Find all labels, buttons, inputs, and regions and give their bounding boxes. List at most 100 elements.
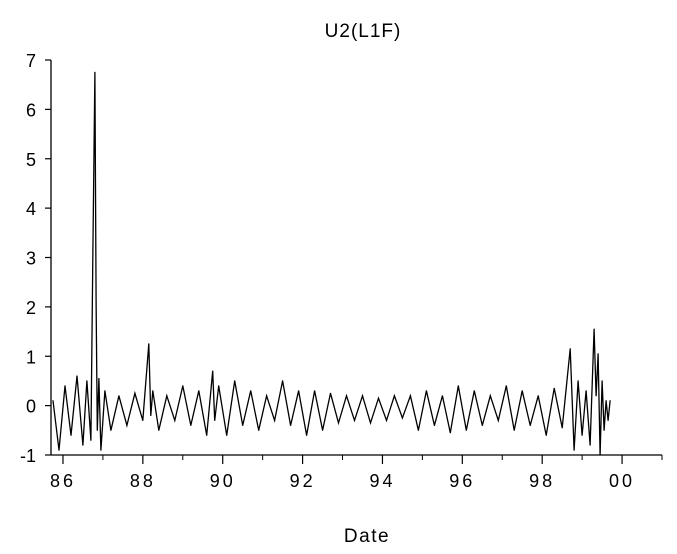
data-point [214, 419, 216, 421]
data-point [497, 419, 499, 421]
x-tick-label: 88 [130, 471, 156, 491]
data-point [595, 395, 597, 397]
data-point [601, 380, 603, 382]
data-point [561, 427, 563, 429]
data-point [409, 395, 411, 397]
data-point [369, 422, 372, 424]
data-point [609, 400, 611, 402]
data-point [401, 417, 403, 419]
data-point [134, 392, 136, 394]
y-ticks: -1 0 1 2 3 4 5 6 7 [20, 51, 51, 466]
data-point [521, 390, 523, 392]
data-point [589, 444, 591, 446]
data-point [298, 390, 300, 392]
data-point [545, 434, 547, 436]
data-point [96, 429, 98, 431]
data-point [118, 395, 120, 397]
data-point [603, 429, 605, 431]
data-point [573, 449, 575, 451]
data-point [377, 397, 380, 399]
data-point [212, 370, 214, 372]
data-point [198, 390, 200, 392]
data-point [607, 419, 609, 421]
y-tick-label: 0 [26, 397, 36, 417]
chart-title: U2(L1F) [325, 21, 402, 42]
data-point [150, 414, 152, 417]
data-point [182, 385, 184, 387]
data-point [433, 424, 435, 426]
data-point [166, 395, 168, 397]
data-point [70, 434, 72, 436]
data-point [465, 429, 467, 431]
data-point [104, 390, 106, 392]
data-point [94, 71, 96, 73]
y-tick-label: 5 [26, 150, 36, 170]
data-point [64, 385, 66, 387]
x-axis-label: Date [344, 526, 390, 547]
data-point [322, 429, 324, 431]
data-point [361, 395, 364, 397]
data-point [585, 390, 587, 392]
data-point [58, 449, 60, 451]
data-point [142, 419, 144, 421]
x-tick-label: 86 [50, 471, 76, 491]
x-ticks: 86 88 90 92 94 96 98 00 [50, 455, 663, 491]
data-point [218, 385, 220, 387]
data-point [417, 429, 419, 431]
data-point [314, 390, 316, 392]
data-point [290, 424, 292, 426]
y-tick-label: 3 [26, 249, 36, 269]
data-point [457, 385, 459, 387]
data-point [98, 377, 100, 380]
data-point [110, 429, 112, 431]
data-point [174, 419, 176, 421]
y-tick-label: 2 [26, 298, 36, 318]
data-point [82, 444, 84, 446]
data-point [337, 422, 340, 424]
data-point [282, 380, 284, 382]
data-point [593, 328, 595, 330]
data-point [100, 449, 102, 451]
data-point [95, 301, 97, 303]
data-point [190, 424, 192, 426]
x-tick-label: 98 [529, 471, 555, 491]
data-point [577, 380, 579, 382]
y-tick-label: 6 [26, 100, 36, 120]
plot-area [52, 71, 611, 456]
data-point [605, 400, 607, 402]
data-point [489, 395, 491, 397]
data-point [329, 392, 332, 394]
data-point [126, 424, 128, 426]
data-point [250, 390, 252, 392]
data-point [274, 419, 276, 421]
data-point [529, 424, 531, 426]
x-tick-label: 96 [449, 471, 475, 491]
data-point [385, 419, 388, 421]
data-point [266, 395, 268, 397]
data-point [449, 432, 451, 434]
series-line [52, 72, 611, 456]
data-point [158, 429, 160, 431]
data-point [76, 375, 78, 377]
y-tick-label: 7 [26, 51, 36, 71]
data-point [242, 424, 244, 426]
x-tick-label: 92 [290, 471, 316, 491]
data-point [597, 353, 599, 355]
data-point [86, 380, 88, 382]
data-point [206, 434, 208, 436]
data-point [306, 434, 308, 436]
data-point [581, 434, 583, 436]
data-point [152, 390, 154, 392]
data-point [537, 395, 539, 397]
data-point [226, 434, 228, 436]
y-tick-label: 1 [26, 347, 36, 367]
y-tick-label: -1 [20, 446, 36, 466]
data-point [258, 429, 260, 431]
data-point [569, 348, 571, 350]
data-point [393, 395, 395, 397]
data-point [234, 380, 236, 382]
data-point [481, 424, 483, 426]
data-point [345, 395, 348, 397]
data-point [441, 395, 443, 397]
